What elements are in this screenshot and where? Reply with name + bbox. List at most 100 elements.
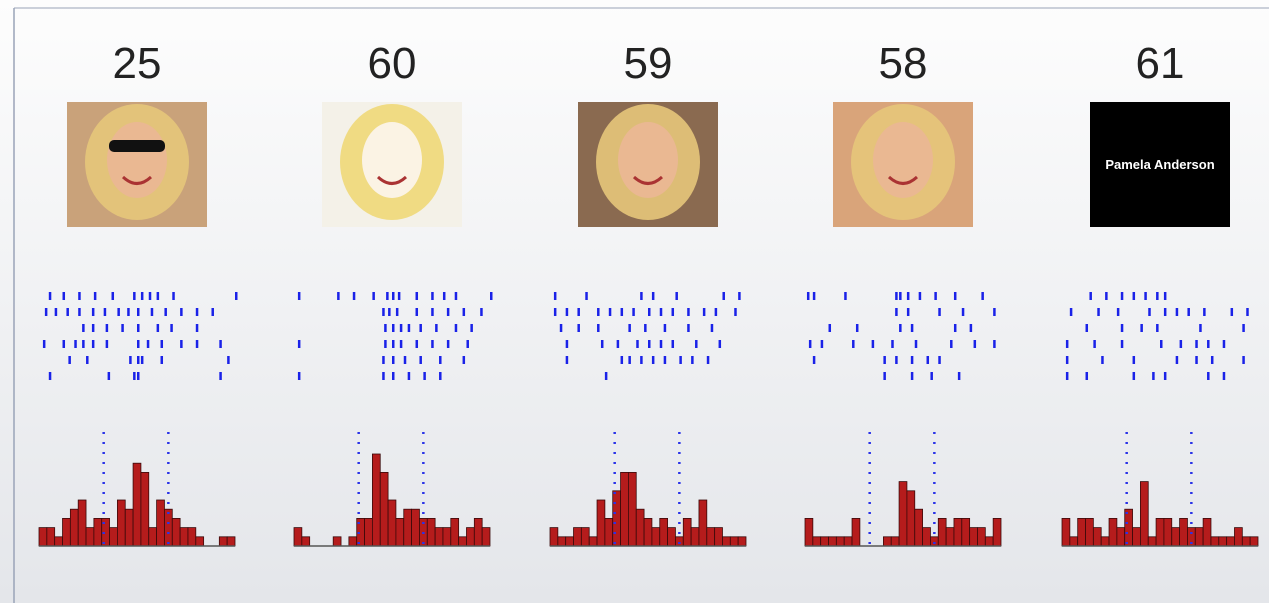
histogram-bar (1093, 528, 1101, 546)
histogram-bar (1062, 518, 1070, 546)
histogram-bar (196, 537, 204, 546)
spike (431, 308, 434, 316)
histogram-bar (852, 518, 860, 546)
spike (388, 308, 391, 316)
spike (49, 372, 52, 380)
histogram-bar (574, 528, 582, 546)
histogram-bar (412, 509, 420, 546)
histogram-bar (466, 528, 474, 546)
spike (423, 372, 426, 380)
spike (86, 356, 89, 364)
spike (891, 340, 894, 348)
histogram-bar (1125, 509, 1133, 546)
spike (1164, 308, 1167, 316)
histogram-bar (302, 537, 310, 546)
histogram-bar (55, 537, 63, 546)
histogram-bar (474, 518, 482, 546)
spike (938, 356, 941, 364)
histogram-bar (985, 537, 993, 546)
spike (1066, 372, 1069, 380)
spike (954, 324, 957, 332)
histogram-bar (628, 472, 636, 546)
histogram-bar (1180, 518, 1188, 546)
histogram-bar (125, 509, 133, 546)
spike (672, 308, 675, 316)
spike (597, 324, 600, 332)
histogram-bar (1203, 518, 1211, 546)
spike (695, 340, 698, 348)
spike (1207, 340, 1210, 348)
spike (63, 340, 66, 348)
histogram-bar (133, 463, 141, 546)
histogram-bar (1211, 537, 1219, 546)
spike (566, 356, 569, 364)
histogram-bar (738, 537, 746, 546)
spike (981, 292, 984, 300)
spike (157, 324, 160, 332)
histogram-bar (1133, 528, 1141, 546)
spike (566, 308, 569, 316)
histogram-bar (396, 518, 404, 546)
spike (640, 356, 643, 364)
spike (353, 292, 356, 300)
spike (404, 356, 407, 364)
spike (664, 356, 667, 364)
histogram-bar (451, 518, 459, 546)
histogram-bar (1234, 528, 1242, 546)
histogram-bar (1172, 528, 1180, 546)
spike (648, 308, 651, 316)
spike (1133, 372, 1136, 380)
spike (466, 340, 469, 348)
histogram-bar (605, 518, 613, 546)
spike (392, 324, 395, 332)
spike (92, 308, 95, 316)
spike (856, 324, 859, 332)
histogram-bar (157, 500, 165, 546)
spike (416, 340, 419, 348)
histogram-bar (1070, 537, 1078, 546)
spike (1105, 292, 1108, 300)
spike (993, 340, 996, 348)
spike (1086, 324, 1089, 332)
spike (151, 308, 154, 316)
spike (687, 324, 690, 332)
spike (121, 324, 124, 332)
neuron-response-count: 25 (113, 39, 162, 88)
spike (161, 356, 164, 364)
spike (490, 292, 493, 300)
spike (386, 292, 389, 300)
histogram-bar (621, 472, 629, 546)
spike (883, 356, 886, 364)
spike (1117, 308, 1120, 316)
sunglasses (109, 140, 165, 152)
spike (648, 340, 651, 348)
spike (180, 308, 183, 316)
spike (703, 308, 706, 316)
histogram-bar (730, 537, 738, 546)
spike (108, 372, 111, 380)
spike (416, 308, 419, 316)
spike (919, 292, 922, 300)
histogram-bar (977, 528, 985, 546)
spike (137, 308, 140, 316)
spike (1089, 292, 1092, 300)
spike (852, 340, 855, 348)
spike (63, 292, 66, 300)
histogram-bar (668, 528, 676, 546)
spike (235, 292, 238, 300)
spike (396, 308, 399, 316)
spike (180, 340, 183, 348)
spike (106, 340, 109, 348)
histogram-bar (1109, 518, 1117, 546)
spike (621, 356, 624, 364)
spike (1176, 356, 1179, 364)
histogram-bar (821, 537, 829, 546)
spike (927, 356, 930, 364)
spike (78, 308, 81, 316)
spike (147, 340, 150, 348)
spike (1199, 324, 1202, 332)
spike (1093, 340, 1096, 348)
spike (117, 308, 120, 316)
spike (137, 324, 140, 332)
spike (930, 372, 933, 380)
